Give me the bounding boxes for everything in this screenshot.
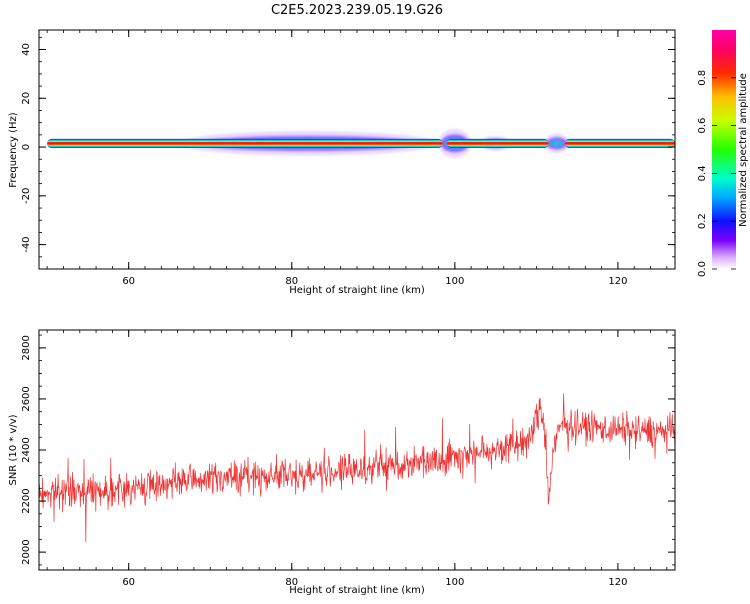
x-tick-label: 60 bbox=[122, 276, 135, 287]
heatmap-band-cyan bbox=[549, 139, 565, 148]
snr-panel: 60 80 100 120 2000 2200 2400 2600 2800 Height o… bbox=[8, 329, 676, 596]
colorbar-tick-label: 0.8 bbox=[697, 70, 708, 86]
y-tick-label: 2400 bbox=[21, 437, 32, 462]
colorbar-tick-label: 0.6 bbox=[697, 118, 708, 134]
y-tick-label: 0 bbox=[21, 144, 32, 150]
y-tick-label: 40 bbox=[21, 43, 32, 56]
snr-series-line bbox=[39, 393, 675, 543]
spectrogram-heatmap bbox=[47, 128, 675, 159]
y-tick-label: 2800 bbox=[21, 335, 32, 360]
colorbar-tick-label: 0.2 bbox=[697, 213, 708, 229]
y-tick-label: 2200 bbox=[21, 488, 32, 513]
snr-x-axis: 60 80 100 120 bbox=[46, 330, 668, 588]
x-tick-label: 100 bbox=[445, 577, 464, 588]
spectrogram-x-axis: 60 80 100 120 bbox=[46, 30, 668, 287]
y-tick-label: 2000 bbox=[21, 539, 32, 564]
heatmap-ridge bbox=[446, 142, 549, 145]
y-tick-label: -40 bbox=[21, 236, 32, 252]
snr-y-axis: 2000 2200 2400 2600 2800 bbox=[21, 334, 675, 566]
spectrogram-panel: 60 80 100 120 -40 -20 0 20 40 Height of straigh… bbox=[8, 29, 676, 296]
colorbar: 0.0 0.2 0.4 0.6 0.8 Normalized spectral ampl… bbox=[697, 30, 749, 277]
snr-y-label: SNR (10 * v/v) bbox=[8, 414, 19, 485]
snr-x-label: Height of straight line (km) bbox=[289, 585, 425, 596]
x-tick-label: 120 bbox=[608, 577, 627, 588]
spectrogram-y-axis: -40 -20 0 20 40 bbox=[21, 36, 675, 270]
spectrogram-x-label: Height of straight line (km) bbox=[289, 285, 425, 296]
x-tick-label: 100 bbox=[445, 276, 464, 287]
heatmap-ridge bbox=[47, 142, 443, 145]
x-tick-label: 120 bbox=[608, 276, 627, 287]
heatmap-ridge bbox=[564, 142, 675, 145]
colorbar-ticks: 0.0 0.2 0.4 0.6 0.8 bbox=[697, 70, 736, 277]
x-tick-label: 80 bbox=[285, 577, 298, 588]
x-tick-label: 60 bbox=[122, 577, 135, 588]
y-tick-label: 2600 bbox=[21, 386, 32, 411]
snr-frame bbox=[38, 329, 676, 571]
colorbar-tick-label: 0.0 bbox=[697, 261, 708, 277]
colorbar-tick-label: 0.4 bbox=[697, 165, 708, 181]
colorbar-gradient bbox=[712, 30, 736, 269]
y-tick-label: -20 bbox=[21, 188, 32, 204]
x-tick-label: 80 bbox=[285, 276, 298, 287]
colorbar-label: Normalized spectral amplitude bbox=[738, 73, 749, 227]
y-tick-label: 20 bbox=[21, 92, 32, 105]
spectrogram-y-label: Frequency (Hz) bbox=[8, 112, 19, 188]
figure-title: C2E5.2023.239.05.19.G26 bbox=[271, 3, 443, 18]
